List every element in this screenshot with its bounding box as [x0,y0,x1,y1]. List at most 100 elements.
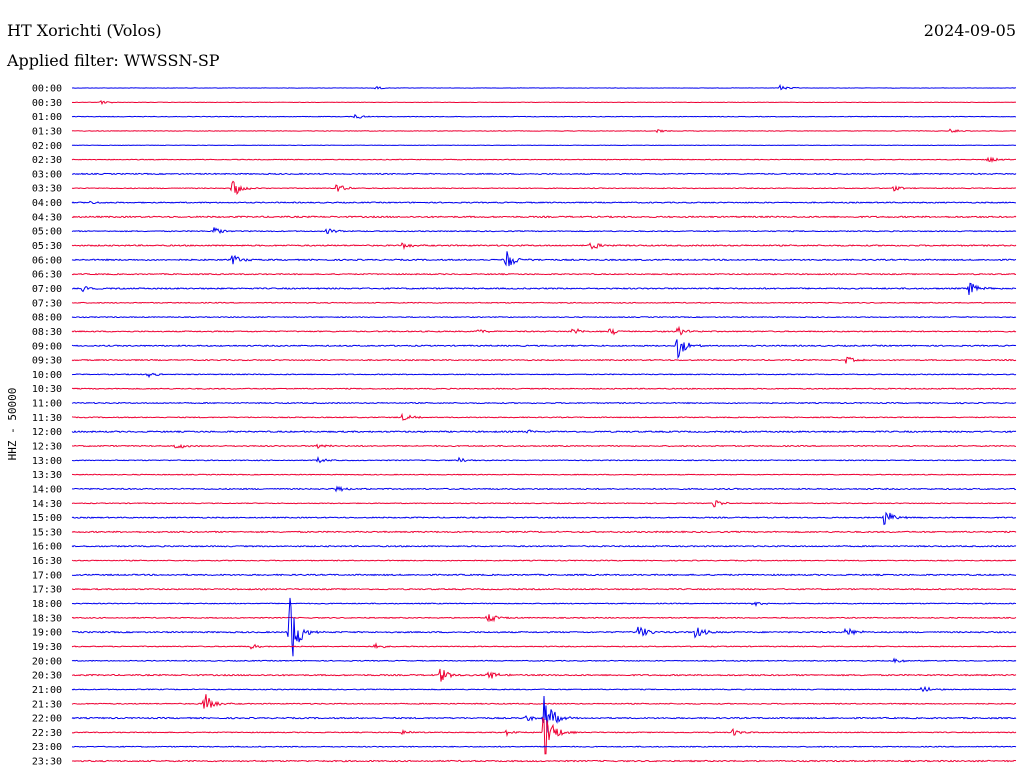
trace-row-1430 [71,500,1017,508]
trace-row-1230 [71,443,1017,450]
time-tick-1830: 18:30 [32,613,62,624]
trace-row-0900 [71,339,1017,360]
trace-row-1930 [71,642,1017,650]
time-tick-1600: 16:00 [32,542,62,553]
trace-row-1600 [71,544,1017,548]
time-tick-0200: 02:00 [32,141,62,152]
time-tick-2000: 20:00 [32,656,62,667]
trace-row-2100 [71,685,1017,693]
time-tick-0530: 05:30 [32,241,62,252]
trace-row-0500 [71,227,1017,235]
trace-row-1800 [71,601,1017,607]
time-tick-1200: 12:00 [32,427,62,438]
time-tick-0900: 09:00 [32,341,62,352]
time-tick-1430: 14:30 [32,499,62,510]
trace-row-1500 [71,511,1017,526]
time-tick-1030: 10:30 [32,384,62,395]
trace-row-2030 [71,668,1017,682]
time-tick-0600: 06:00 [32,255,62,266]
time-tick-0430: 04:30 [32,212,62,223]
trace-row-0000 [71,84,1017,91]
trace-row-1530 [71,530,1017,534]
time-tick-0000: 00:00 [32,84,62,95]
time-tick-1230: 12:30 [32,442,62,453]
trace-row-1300 [71,456,1017,464]
time-tick-0800: 08:00 [32,313,62,324]
time-tick-0730: 07:30 [32,298,62,309]
trace-row-1830 [71,614,1017,623]
trace-row-0300 [71,172,1017,176]
trace-row-2330 [71,759,1017,763]
time-tick-1100: 11:00 [32,399,62,410]
trace-row-1000 [71,372,1017,379]
time-tick-2100: 21:00 [32,685,62,696]
time-tick-1700: 17:00 [32,570,62,581]
trace-row-0230 [71,156,1017,163]
trace-row-1900 [71,597,1017,657]
time-tick-2300: 23:00 [32,742,62,753]
time-tick-0130: 01:30 [32,126,62,137]
time-tick-0500: 05:00 [32,227,62,238]
trace-row-0600 [71,251,1017,267]
time-tick-1300: 13:00 [32,456,62,467]
trace-row-0630 [71,272,1017,276]
time-tick-1500: 15:00 [32,513,62,524]
time-tick-1900: 19:00 [32,628,62,639]
trace-row-0700 [71,282,1017,296]
trace-row-1100 [71,401,1017,405]
trace-row-1030 [71,387,1017,390]
time-tick-0230: 02:30 [32,155,62,166]
time-tick-1930: 19:30 [32,642,62,653]
time-tick-1530: 15:30 [32,527,62,538]
time-tick-2130: 21:30 [32,699,62,710]
trace-row-2230 [71,716,1017,755]
station-title: HT Xorichti (Volos) [7,21,162,40]
time-tick-0630: 06:30 [32,270,62,281]
time-tick-labels: 00:00 00:30 01:00 01:30 02:00 02:30 03:00 03:30… [32,84,62,768]
trace-row-1330 [71,473,1017,476]
trace-row-0830 [71,325,1017,336]
time-tick-0300: 03:00 [32,169,62,180]
trace-row-1130 [71,412,1017,421]
time-tick-0700: 07:00 [32,284,62,295]
trace-row-1700 [71,573,1017,577]
filter-label: Applied filter: WWSSN-SP [6,51,220,70]
time-tick-1400: 14:00 [32,484,62,495]
time-tick-1330: 13:30 [32,470,62,481]
time-tick-2030: 20:30 [32,671,62,682]
time-tick-1130: 11:30 [32,413,62,424]
y-axis-label: HHZ - 50000 [6,388,19,461]
trace-row-1200 [71,429,1017,434]
trace-row-2300 [71,745,1017,748]
trace-row-1400 [71,485,1017,493]
trace-row-2200 [71,696,1017,733]
time-tick-1000: 10:00 [32,370,62,381]
seismogram-traces [71,84,1017,763]
trace-row-0330 [71,180,1017,196]
trace-row-0930 [71,356,1017,364]
trace-row-0800 [71,316,1017,319]
trace-row-0530 [71,242,1017,251]
time-tick-0030: 00:30 [32,98,62,109]
time-tick-1800: 18:00 [32,599,62,610]
trace-row-0100 [71,113,1017,119]
time-tick-0930: 09:30 [32,356,62,367]
trace-row-1630 [71,559,1017,562]
time-tick-1630: 16:30 [32,556,62,567]
time-tick-0830: 08:30 [32,327,62,338]
time-tick-1730: 17:30 [32,585,62,596]
time-tick-0330: 03:30 [32,184,62,195]
trace-row-0030 [71,99,1017,106]
time-tick-2330: 23:30 [32,757,62,768]
trace-row-0400 [71,200,1017,204]
time-tick-2200: 22:00 [32,714,62,725]
trace-row-0430 [71,215,1017,219]
trace-row-1730 [71,587,1017,591]
time-tick-0400: 04:00 [32,198,62,209]
trace-row-0130 [71,128,1017,134]
time-tick-0100: 01:00 [32,112,62,123]
trace-row-2000 [71,657,1017,664]
time-tick-2230: 22:30 [32,728,62,739]
date-label: 2024-09-05 [924,21,1016,40]
